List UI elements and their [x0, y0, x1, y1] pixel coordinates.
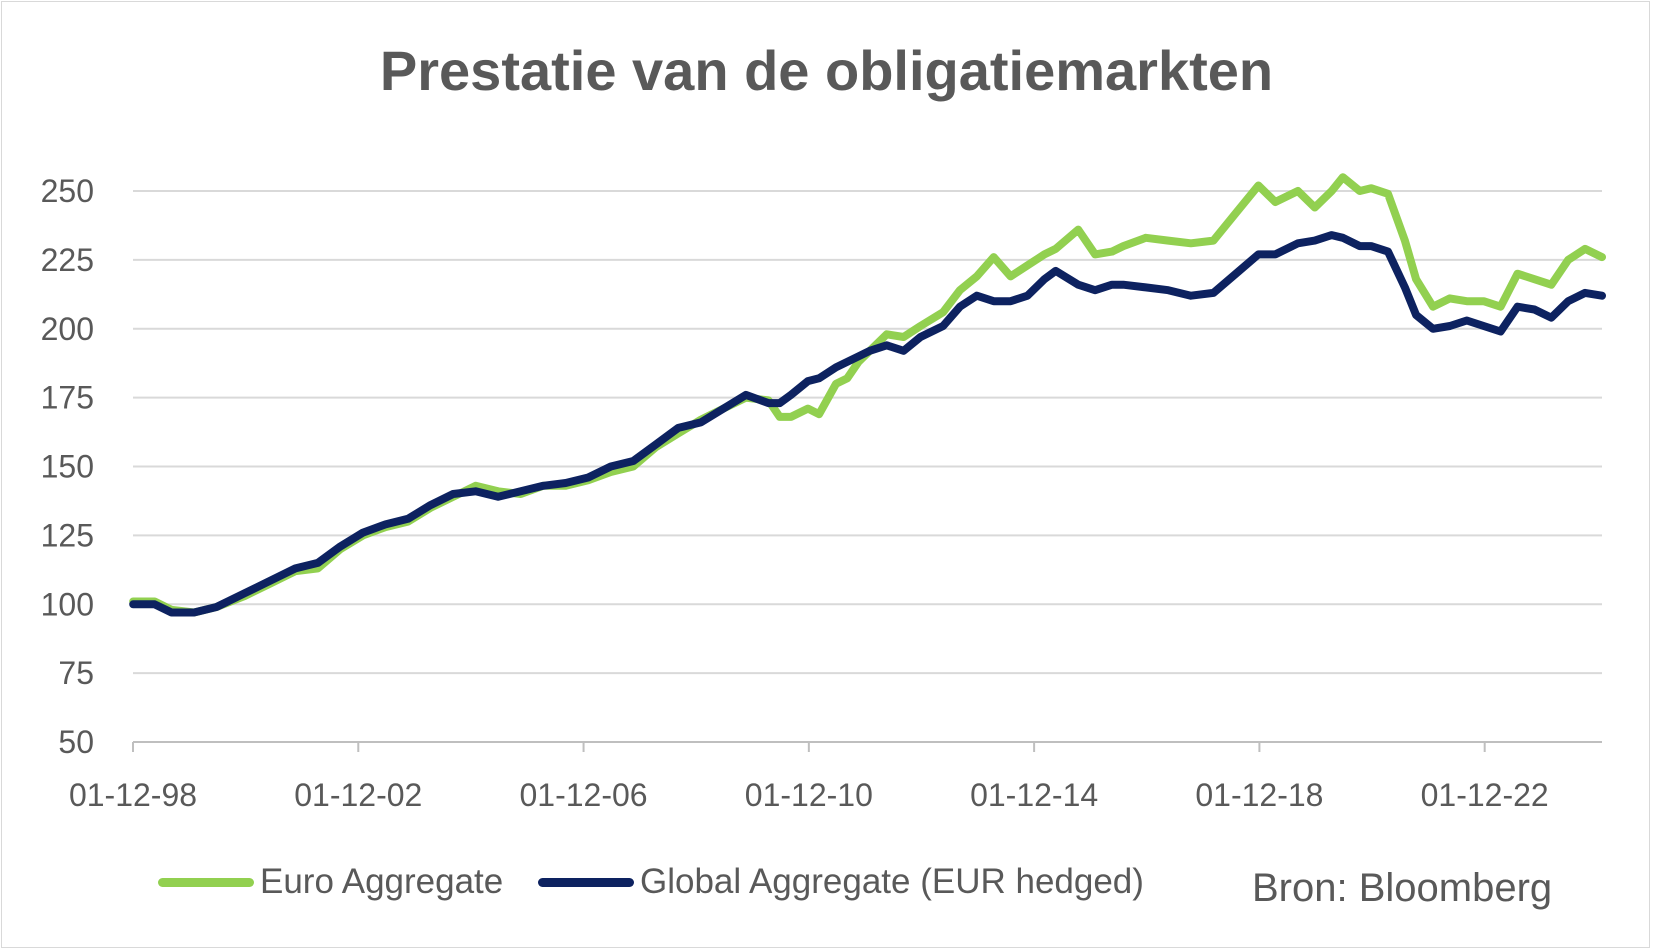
y-tick-label-100: 100	[41, 586, 94, 622]
source-note: Bron: Bloomberg	[1252, 866, 1553, 910]
y-axis-ticks: 50 75 100 125 150 175 200 225 250	[41, 173, 94, 760]
y-tick-label-250: 250	[41, 173, 94, 209]
legend-item-global-aggregate: Global Aggregate (EUR hedged)	[538, 862, 1144, 902]
x-tick-label-5: 01-12-18	[1195, 777, 1323, 813]
legend-swatch-euro-aggregate	[158, 877, 254, 887]
y-tick-label-175: 175	[41, 380, 94, 416]
x-tick-label-0: 01-12-98	[69, 777, 197, 813]
y-tick-label-150: 150	[41, 449, 94, 485]
gridlines	[133, 190, 1602, 675]
y-tick-label-225: 225	[41, 242, 94, 278]
legend-label-global-aggregate: Global Aggregate (EUR hedged)	[640, 862, 1144, 901]
y-tick-label-75: 75	[58, 655, 94, 691]
legend-label-euro-aggregate: Euro Aggregate	[260, 862, 504, 901]
series-line-euro-aggregate	[129, 173, 1606, 617]
x-tick-label-1: 01-12-02	[294, 777, 422, 813]
chart-title: Prestatie van de obligatiemarkten	[379, 39, 1274, 102]
legend-swatch-global-aggregate	[538, 877, 634, 887]
series-line-global-aggregate	[129, 231, 1606, 617]
x-axis: 01-12-98 01-12-02 01-12-06 01-12-10 01-12-14…	[69, 741, 1602, 813]
y-tick-label-50: 50	[58, 724, 94, 760]
x-tick-label-3: 01-12-10	[745, 777, 873, 813]
legend: Euro Aggregate Global Aggregate (EUR hed…	[0, 862, 1653, 912]
legend-item-euro-aggregate: Euro Aggregate	[158, 862, 503, 902]
series-lines	[129, 173, 1606, 617]
x-tick-label-2: 01-12-06	[520, 777, 648, 813]
x-tick-label-4: 01-12-14	[970, 777, 1098, 813]
y-tick-label-125: 125	[41, 517, 94, 553]
y-tick-label-200: 200	[41, 311, 94, 347]
x-tick-label-6: 01-12-22	[1421, 777, 1549, 813]
